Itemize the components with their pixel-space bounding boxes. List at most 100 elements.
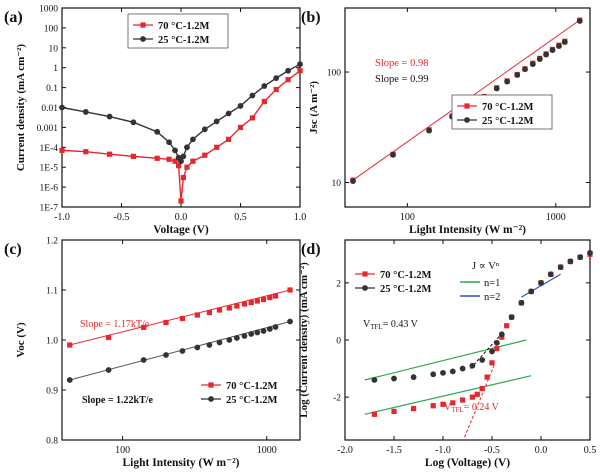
data-point xyxy=(130,153,136,159)
legend: 70 °C-1.2M 25 °C-1.2M xyxy=(355,270,432,295)
y-tick-label: 0 xyxy=(336,337,341,347)
panel-label: (d) xyxy=(301,241,321,258)
data-point xyxy=(178,158,184,165)
fit-legend-label: n=1 xyxy=(484,278,500,289)
data-point xyxy=(469,394,475,400)
data-point xyxy=(248,331,255,337)
data-point xyxy=(213,118,220,125)
data-point xyxy=(59,147,65,153)
y-tick-label: 0.9 xyxy=(46,387,58,397)
data-point xyxy=(391,408,397,415)
legend-label: 25 °C-1.2M xyxy=(482,116,534,127)
data-point xyxy=(179,348,186,354)
data-point xyxy=(287,287,293,293)
y-tick-label: 2 xyxy=(336,279,341,289)
data-point xyxy=(180,175,186,181)
data-point xyxy=(576,18,583,24)
y-tick-label: 100 xyxy=(327,69,342,79)
data-point xyxy=(411,405,417,412)
data-point xyxy=(154,155,160,161)
legend-marker xyxy=(362,285,368,291)
data-point xyxy=(226,337,233,343)
data-point xyxy=(178,198,184,204)
data-point xyxy=(237,103,244,109)
data-point xyxy=(528,288,535,295)
x-tick-label: 1000 xyxy=(546,212,566,223)
subscript: TFL xyxy=(370,323,382,331)
y-axis-label: Voc (V) xyxy=(15,322,27,358)
y-axis-label: Current density (mA cm⁻²) xyxy=(15,44,27,171)
x-tick-label: 0.5 xyxy=(234,212,247,223)
y-tick-label: 1E-4 xyxy=(40,144,59,154)
data-point xyxy=(450,400,456,406)
panel-a: -1.0 -0.5 0.0 0.5 1.0 1E-7 1E-6 1E-5 1E-4 0.001 0.… xyxy=(4,5,306,237)
data-point xyxy=(493,85,500,92)
vtfl-value: = 0.24 V xyxy=(464,402,500,413)
axes-frame xyxy=(344,7,591,208)
data-point xyxy=(371,377,378,383)
data-point xyxy=(141,324,147,331)
data-point xyxy=(248,299,254,306)
y-tick-label: 1.2 xyxy=(46,237,58,247)
data-point xyxy=(237,124,244,130)
y-tick-label: 10 xyxy=(49,44,59,54)
data-point xyxy=(350,178,356,184)
data-point xyxy=(105,367,112,373)
data-point xyxy=(154,128,161,135)
x-tick-label: 1.0 xyxy=(294,212,307,223)
data-point xyxy=(272,293,279,299)
data-point xyxy=(287,318,293,325)
equation: J ∝ Vⁿ xyxy=(472,261,500,272)
x-axis-label: Light Intensity (W m⁻²) xyxy=(123,457,240,469)
fit-line-n=1 xyxy=(364,375,532,415)
data-point xyxy=(272,324,279,330)
x-tick-label: -1.0 xyxy=(54,212,70,223)
legend-marker xyxy=(140,36,146,42)
data-point xyxy=(260,328,267,334)
data-point xyxy=(233,335,240,341)
vtfl-value: = 0.43 V xyxy=(383,319,419,330)
vtfl-annotation-black: VTFL= 0.43 V xyxy=(363,319,419,331)
data-point xyxy=(543,51,549,58)
data-point xyxy=(474,391,480,397)
series-line xyxy=(61,63,301,163)
data-point xyxy=(254,329,261,336)
y-tick-label: 1E-6 xyxy=(40,184,59,194)
slope-annotation-red: Slope = 1.17kT/e xyxy=(80,319,150,330)
data-point xyxy=(216,339,223,346)
data-point xyxy=(514,72,521,78)
panel-label: (b) xyxy=(301,9,321,26)
x-tick-label: 0.0 xyxy=(535,445,548,456)
data-point xyxy=(241,333,248,339)
series-black xyxy=(59,61,303,165)
slope-annotation-black: Slope = 0.99 xyxy=(375,74,428,85)
data-point xyxy=(273,75,280,82)
data-point xyxy=(449,368,456,375)
y-tick-label: 0.001 xyxy=(37,124,59,134)
y-tick-label: 1000 xyxy=(39,5,58,15)
data-point xyxy=(176,163,182,169)
x-tick-label: -0.5 xyxy=(114,212,130,223)
data-point xyxy=(494,339,500,346)
data-point xyxy=(172,158,178,164)
legend-label: 70 °C-1.2M xyxy=(482,102,534,113)
data-point xyxy=(479,357,486,363)
data-point xyxy=(498,331,505,338)
data-point xyxy=(538,279,544,286)
data-point xyxy=(479,385,485,392)
x-tick-label: -0.5 xyxy=(484,445,500,456)
series-line xyxy=(61,70,301,202)
panel-c: 100 1000 0.8 0.9 1.0 1.1 1.2 Light Intensity (W… xyxy=(4,237,301,469)
data-point xyxy=(561,39,568,45)
x-tick-label: -2.0 xyxy=(337,445,353,456)
legend: 70 °C-1.2M 25 °C-1.2M xyxy=(201,381,278,406)
y-tick-label: 10 xyxy=(332,179,342,189)
legend-marker xyxy=(464,103,470,109)
y-tick-label: 100 xyxy=(44,24,59,34)
data-point xyxy=(297,61,303,68)
data-point xyxy=(577,254,584,261)
data-point xyxy=(166,139,173,146)
data-point xyxy=(194,312,200,318)
legend-label: 25 °C-1.2M xyxy=(158,35,210,46)
panel-d: -2.0 -1.5 -1.0 -0.5 0.0 0.5 -2 0 2 Log (Voltage) … xyxy=(298,239,596,469)
